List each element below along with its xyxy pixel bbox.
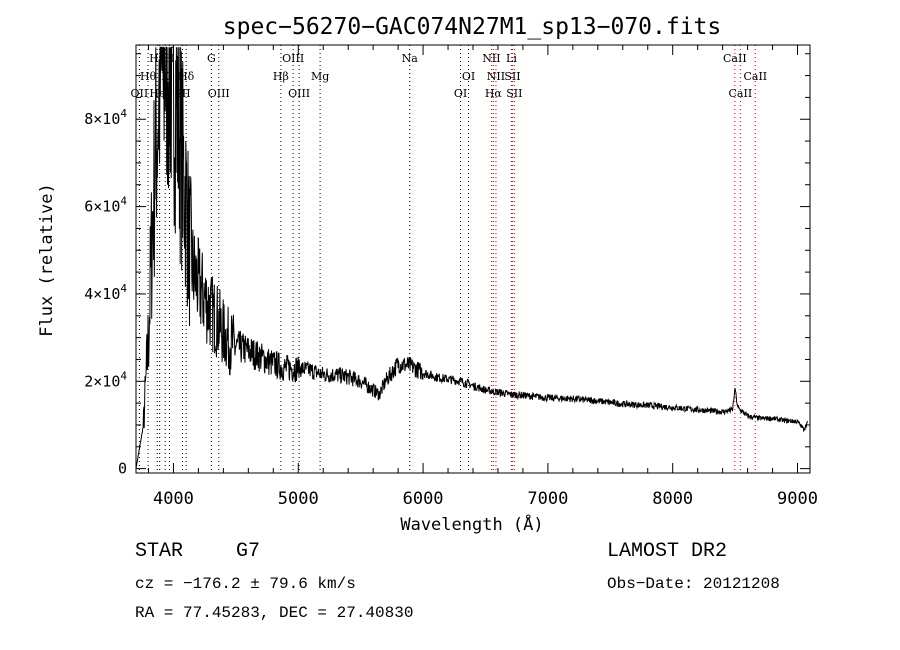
x-tick-label-4: 8000 bbox=[652, 489, 693, 509]
line-label-7: Hδ bbox=[178, 70, 195, 83]
plot-frame bbox=[135, 44, 811, 474]
line-label-25: CaII bbox=[729, 87, 753, 100]
line-label-13: Mg bbox=[311, 70, 329, 83]
line-label-23: CaII bbox=[723, 52, 747, 65]
y-tick-label-2: 4×104 bbox=[84, 282, 127, 303]
spectrum-layer bbox=[135, 46, 808, 469]
line-label-10: OIII bbox=[282, 52, 304, 65]
y-tick-label-1: 2×104 bbox=[84, 369, 127, 390]
line-label-14: Na bbox=[402, 52, 419, 65]
emission-line-markers bbox=[138, 45, 756, 473]
line-label-21: SII bbox=[504, 70, 520, 83]
y-tick-label-3: 6×104 bbox=[84, 195, 127, 216]
tick-labels: 4000 5000 6000 7000 8000 9000 0 2×104 4×104 6×104… bbox=[84, 107, 818, 509]
line-label-5: HeI bbox=[149, 87, 169, 100]
line-label-18: NII bbox=[487, 70, 505, 83]
line-label-6: SII bbox=[174, 87, 190, 100]
line-label-20: Li bbox=[506, 52, 517, 65]
line-label-22: SII bbox=[506, 87, 522, 100]
line-label-8: G bbox=[207, 52, 216, 65]
redshift-cz: cz = −176.2 ± 79.6 km/s bbox=[135, 575, 356, 593]
axis-ticks bbox=[136, 45, 810, 473]
spectrum-trace bbox=[135, 46, 808, 469]
y-axis-label: Flux (relative) bbox=[37, 183, 57, 337]
line-label-12: OIII bbox=[288, 87, 310, 100]
line-label-2: OII bbox=[131, 87, 149, 100]
line-label-17: NII bbox=[482, 52, 500, 65]
x-tick-label-1: 5000 bbox=[278, 489, 319, 509]
x-tick-label-5: 9000 bbox=[777, 489, 818, 509]
x-tick-label-3: 7000 bbox=[527, 489, 568, 509]
survey-name: LAMOST DR2 bbox=[607, 540, 728, 563]
object-subclass: G7 bbox=[236, 540, 261, 563]
line-label-0: Hγ bbox=[149, 52, 166, 65]
object-class: STAR bbox=[135, 540, 184, 563]
ra-dec: RA = 77.45283, DEC = 27.40830 bbox=[135, 604, 414, 622]
line-label-16: OI bbox=[454, 87, 467, 100]
x-tick-label-0: 4000 bbox=[153, 489, 194, 509]
line-label-3: K bbox=[161, 70, 170, 83]
y-tick-label-0: 0 bbox=[118, 460, 127, 478]
line-label-24: CaII bbox=[743, 70, 767, 83]
line-label-4: H bbox=[165, 52, 175, 65]
x-axis-label: Wavelength (Å) bbox=[400, 513, 543, 535]
line-label-1: Hθ bbox=[140, 70, 157, 83]
line-label-19: Hα bbox=[485, 87, 503, 100]
line-label-9: OIII bbox=[208, 87, 230, 100]
y-tick-label-4: 8×104 bbox=[84, 107, 127, 128]
x-tick-label-2: 6000 bbox=[403, 489, 444, 509]
obs-date: Obs−Date: 20121208 bbox=[607, 575, 780, 593]
chart-title: spec−56270−GAC074N27M1_sp13−070.fits bbox=[223, 14, 722, 40]
line-label-15: OI bbox=[462, 70, 475, 83]
line-label-11: Hβ bbox=[273, 70, 289, 83]
